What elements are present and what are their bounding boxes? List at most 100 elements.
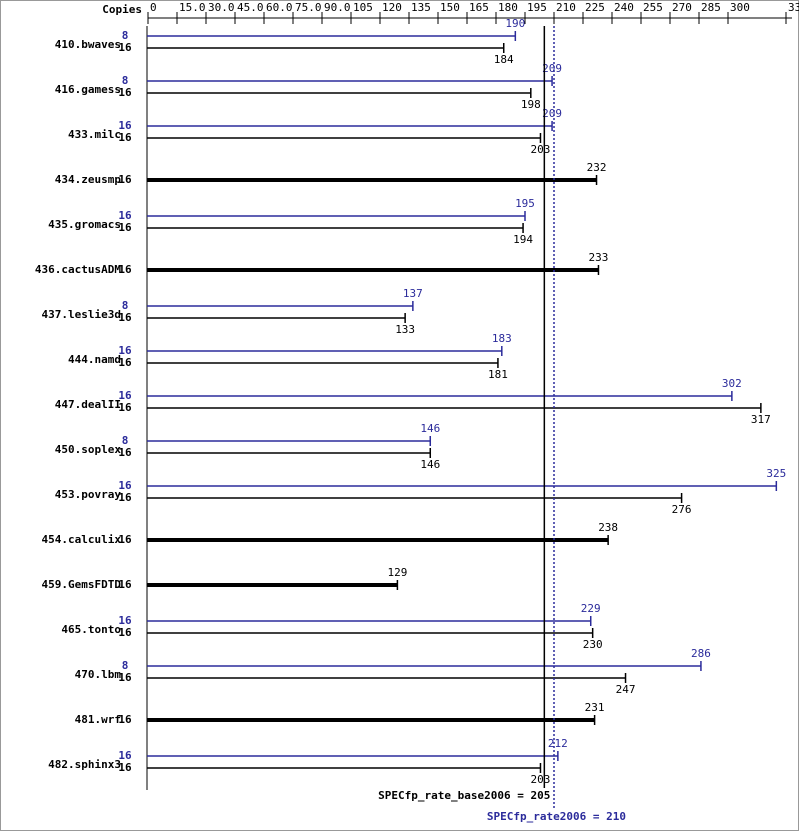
value-label: 302: [722, 377, 742, 390]
x-tick-label: 45.0: [237, 1, 264, 14]
value-label: 230: [583, 638, 603, 651]
benchmark-name: 482.sphinx3: [48, 758, 121, 771]
benchmark-name: 447.dealII: [55, 398, 121, 411]
copies-label: 16: [118, 221, 132, 234]
x-tick-label: 30.0: [208, 1, 235, 14]
x-tick-label: 15.0: [179, 1, 206, 14]
copies-label: 16: [118, 446, 132, 459]
copies-label: 8: [122, 659, 129, 672]
value-label: 203: [531, 773, 551, 786]
benchmark-name: 453.povray: [55, 488, 122, 501]
copies-label: 8: [122, 74, 129, 87]
copies-label: 16: [118, 614, 132, 627]
copies-label: 16: [118, 749, 132, 762]
value-label: 238: [598, 521, 618, 534]
x-tick-label: 300: [730, 1, 750, 14]
copies-header: Copies: [102, 3, 142, 16]
copies-label: 16: [118, 131, 132, 144]
x-tick-label: 180: [498, 1, 518, 14]
copies-label: 16: [118, 713, 132, 726]
x-tick-label: 120: [382, 1, 402, 14]
copies-label: 16: [118, 578, 132, 591]
benchmark-name: 416.gamess: [55, 83, 121, 96]
value-label: 203: [531, 143, 551, 156]
copies-label: 16: [118, 389, 132, 402]
value-label: 133: [395, 323, 415, 336]
copies-label: 8: [122, 434, 129, 447]
value-label: 212: [548, 737, 568, 750]
benchmark-name: 410.bwaves: [55, 38, 121, 51]
x-tick-label: 330: [788, 1, 799, 14]
value-label: 190: [505, 17, 525, 30]
x-tick-label: 90.0: [324, 1, 351, 14]
value-label: 231: [585, 701, 605, 714]
x-tick-label: 60.0: [266, 1, 293, 14]
value-label: 286: [691, 647, 711, 660]
x-tick-label: 150: [440, 1, 460, 14]
x-tick-label: 240: [614, 1, 634, 14]
value-label: 137: [403, 287, 423, 300]
benchmark-name: 433.milc: [68, 128, 121, 141]
x-tick-label: 165: [469, 1, 489, 14]
x-tick-label: 255: [643, 1, 663, 14]
copies-label: 16: [118, 626, 132, 639]
x-tick-label: 210: [556, 1, 576, 14]
x-tick-label: 75.0: [295, 1, 322, 14]
value-label: 146: [420, 458, 440, 471]
value-label: 232: [587, 161, 607, 174]
x-tick-label: 135: [411, 1, 431, 14]
benchmark-name: 434.zeusmp: [55, 173, 122, 186]
value-label: 325: [766, 467, 786, 480]
copies-label: 16: [118, 41, 132, 54]
value-label: 184: [494, 53, 514, 66]
peak-metric-label: SPECfp_rate2006 = 210: [487, 810, 626, 823]
copies-label: 16: [118, 401, 132, 414]
benchmark-name: 459.GemsFDTD: [42, 578, 122, 591]
copies-label: 16: [118, 119, 132, 132]
copies-label: 8: [122, 299, 129, 312]
copies-label: 16: [118, 533, 132, 546]
x-tick-label: 270: [672, 1, 692, 14]
benchmark-name: 470.lbm: [75, 668, 122, 681]
value-label: 233: [589, 251, 609, 264]
value-label: 209: [542, 62, 562, 75]
copies-label: 16: [118, 761, 132, 774]
benchmark-name: 437.leslie3d: [42, 308, 121, 321]
copies-label: 16: [118, 671, 132, 684]
value-label: 198: [521, 98, 541, 111]
value-label: 194: [513, 233, 533, 246]
benchmark-name: 454.calculix: [42, 533, 122, 546]
copies-label: 16: [118, 86, 132, 99]
value-label: 129: [387, 566, 407, 579]
value-label: 317: [751, 413, 771, 426]
benchmark-name: 435.gromacs: [48, 218, 121, 231]
benchmark-name: 436.cactusADM: [35, 263, 121, 276]
x-tick-label: 285: [701, 1, 721, 14]
copies-label: 16: [118, 479, 132, 492]
copies-label: 8: [122, 29, 129, 42]
copies-label: 16: [118, 344, 132, 357]
copies-label: 16: [118, 356, 132, 369]
copies-label: 16: [118, 173, 132, 186]
x-tick-label: 225: [585, 1, 605, 14]
value-label: 195: [515, 197, 535, 210]
benchmark-name: 444.namd: [68, 353, 121, 366]
value-label: 276: [672, 503, 692, 516]
x-tick-label: 105: [353, 1, 373, 14]
base-metric-label: SPECfp_rate_base2006 = 205: [378, 789, 550, 802]
benchmark-name: 450.soplex: [55, 443, 122, 456]
value-label: 183: [492, 332, 512, 345]
copies-label: 16: [118, 311, 132, 324]
value-label: 146: [420, 422, 440, 435]
copies-label: 16: [118, 263, 132, 276]
benchmark-name: 465.tonto: [61, 623, 121, 636]
copies-label: 16: [118, 491, 132, 504]
value-label: 247: [616, 683, 636, 696]
value-label: 181: [488, 368, 508, 381]
x-tick-label: 0: [150, 1, 157, 14]
copies-label: 16: [118, 209, 132, 222]
benchmark-name: 481.wrf: [75, 713, 121, 726]
value-label: 229: [581, 602, 601, 615]
